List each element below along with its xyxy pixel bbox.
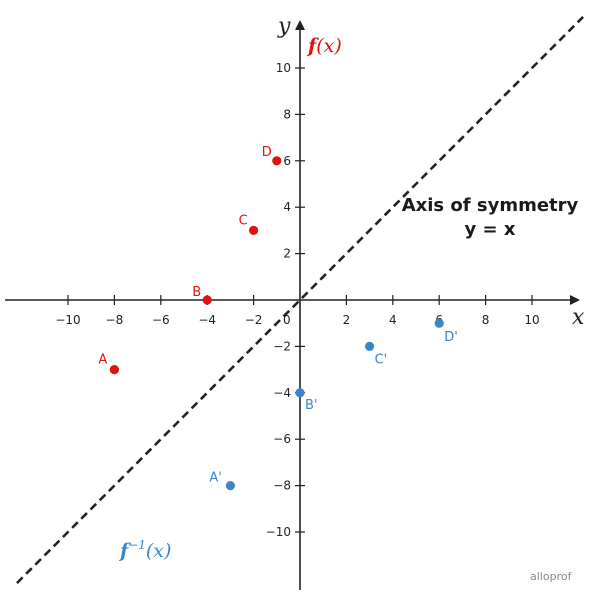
x-tick-label: 8: [482, 313, 490, 327]
symmetry-line: [16, 16, 584, 584]
f-name: f: [306, 35, 319, 57]
f-point-D: [272, 156, 282, 166]
axes: [5, 20, 580, 590]
y-tick-label: −6: [273, 432, 291, 446]
x-tick-label: −2: [245, 313, 263, 327]
y-tick-label: −4: [273, 386, 291, 400]
x-tick-label: 10: [524, 313, 539, 327]
symmetry-annotation-line1: Axis of symmetry: [402, 195, 579, 216]
x-axis-label: x: [572, 305, 585, 330]
y-tick-label: −2: [273, 339, 291, 353]
finv-point-Cp: [365, 341, 375, 351]
x-tick-label: −6: [152, 313, 170, 327]
f-point-label: C: [239, 213, 248, 228]
f-function-label: f(x): [306, 35, 342, 57]
f-arg: (x): [316, 35, 342, 57]
finv-superscript: −1: [128, 538, 146, 552]
f-point-label: D: [262, 145, 272, 160]
x-tick-label: −8: [106, 313, 124, 327]
finv-point-label: D': [444, 330, 458, 345]
y-tick-label: 6: [283, 154, 291, 168]
y-tick-label: −8: [273, 479, 291, 493]
f-point-C: [249, 225, 259, 235]
finv-point-label: C': [375, 352, 388, 367]
finv-point-label: A': [209, 471, 221, 486]
y-tick-label: 8: [283, 107, 291, 121]
f-point-label: A: [98, 353, 107, 368]
finv-point-Dp: [434, 318, 444, 328]
origin-label: 0: [283, 313, 291, 327]
points: A B C D A' B' C' D': [98, 145, 458, 491]
x-tick-label: −4: [198, 313, 216, 327]
y-tick-label: −10: [266, 525, 291, 539]
finv-point-label: B': [305, 398, 318, 413]
finv-name: f: [118, 540, 131, 562]
symmetry-annotation-line2: y = x: [465, 219, 516, 240]
y-axis-label: y: [277, 14, 291, 39]
y-tick-label: 10: [276, 61, 291, 75]
finv-point-Bp: [295, 388, 305, 398]
f-point-label: B: [192, 285, 201, 300]
f-point-A: [109, 365, 119, 375]
finv-point-Ap: [225, 481, 235, 491]
x-tick-label: 2: [343, 313, 351, 327]
f-inverse-function-label: f−1(x): [118, 538, 171, 562]
x-tick-label: −10: [55, 313, 80, 327]
y-tick-label: 4: [283, 200, 291, 214]
x-tick-label: 4: [389, 313, 397, 327]
y-tick-label: 2: [283, 247, 291, 261]
f-point-B: [202, 295, 212, 305]
symmetry-line-layer: [16, 16, 584, 584]
brand-logo: alloprof: [530, 570, 573, 583]
finv-arg: (x): [146, 540, 172, 562]
